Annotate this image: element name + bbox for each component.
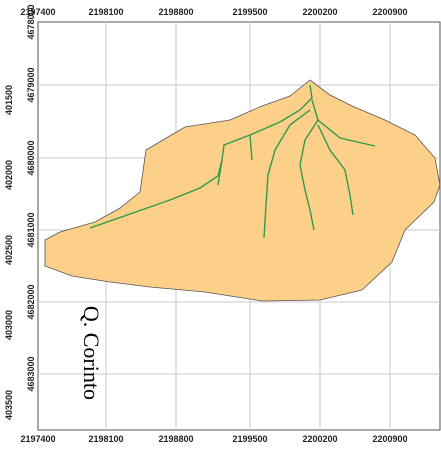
- y-label-outer: 4683000: [26, 356, 36, 391]
- y-label-outer: 4678000: [26, 4, 36, 39]
- x-label-top: 2199500: [232, 7, 267, 17]
- x-label-bottom: 2198800: [158, 434, 193, 444]
- watershed: [44, 79, 441, 302]
- x-label-top: 2197400: [20, 7, 55, 17]
- x-label-top: 2200200: [302, 7, 337, 17]
- x-label-bottom: 2198100: [88, 434, 123, 444]
- y-label-inner: 401500: [4, 85, 14, 115]
- map-label: Q. Corinto: [79, 306, 104, 400]
- streams: [89, 84, 376, 239]
- y-label-outer: 4682000: [26, 284, 36, 319]
- y-label-outer: 4681000: [26, 212, 36, 247]
- x-label-bottom: 2200900: [372, 434, 407, 444]
- y-label-inner: 402000: [4, 160, 14, 190]
- x-label-bottom: 2200200: [302, 434, 337, 444]
- y-label-outer: 4679000: [26, 67, 36, 102]
- x-label-bottom: 2197400: [20, 434, 55, 444]
- x-label-bottom: 2199500: [232, 434, 267, 444]
- y-label-outer: 4680000: [26, 140, 36, 175]
- x-label-top: 2200900: [372, 7, 407, 17]
- x-label-top: 2198800: [158, 7, 193, 17]
- x-label-top: 2198100: [88, 7, 123, 17]
- y-label-inner: 402500: [4, 235, 14, 265]
- y-label-inner: 403500: [4, 390, 14, 420]
- y-label-inner: 403000: [4, 310, 14, 340]
